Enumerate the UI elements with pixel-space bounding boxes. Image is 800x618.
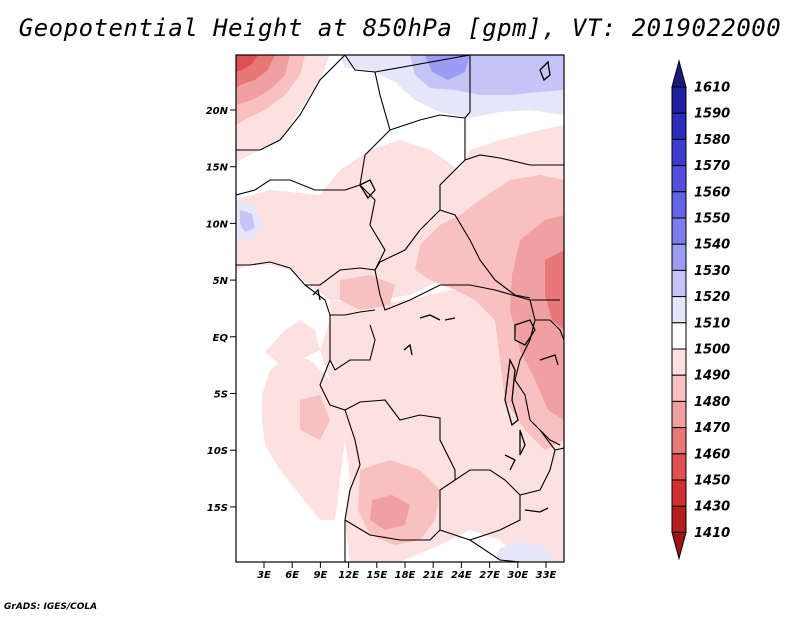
colorbar-bin: [671, 243, 687, 271]
colorbar-label-1430: 1430: [694, 500, 730, 515]
field-light-blue-west: [240, 210, 255, 232]
lon-label-12e: 12E: [338, 570, 359, 581]
colorbar-label-1480: 1480: [694, 395, 730, 410]
lat-label-15s: 15S: [207, 503, 228, 514]
field-light-pink-mid: [340, 275, 395, 310]
colorbar-label-1410: 1410: [694, 526, 730, 541]
colorbar-label-1550: 1550: [694, 212, 730, 227]
field-pale-blue-se: [495, 542, 552, 562]
lat-label-eq: EQ: [213, 333, 229, 344]
lon-label-6e: 6E: [285, 570, 299, 581]
map-panel: [236, 55, 564, 562]
map-frame: [235, 54, 565, 563]
latitude-labels: 20N 15N 10N 5N EQ 5S 10S 15S: [206, 106, 229, 514]
lat-label-10n: 10N: [206, 219, 229, 230]
lat-label-5n: 5N: [213, 276, 229, 287]
colorbar-label-1520: 1520: [694, 290, 730, 305]
colorbar-bin: [671, 479, 687, 507]
colorbar-bin: [671, 112, 687, 140]
field-deep-pink-east: [545, 250, 564, 330]
field-red-nw: [236, 55, 258, 72]
colorbar-bin: [671, 86, 687, 114]
colorbar-label-1610: 1610: [694, 81, 730, 96]
colorbar-bin: [671, 296, 687, 324]
colorbar-bin: [671, 217, 687, 245]
colorbar-bin: [671, 165, 687, 193]
field-pale-pink-coast: [265, 320, 320, 365]
colorbar-label-1580: 1580: [694, 133, 730, 148]
lon-label-21e: 21E: [423, 570, 444, 581]
axis-ticks: [230, 109, 547, 568]
lon-label-27e: 27E: [479, 570, 500, 581]
colorbar-bin: [671, 348, 687, 376]
lat-label-10s: 10S: [207, 446, 228, 457]
colorbar-bin: [671, 138, 687, 167]
colorbar-bin: [671, 374, 687, 402]
field-light-pink-west: [300, 395, 330, 440]
colorbar-bin: [671, 191, 687, 219]
lat-label-20n: 20N: [206, 106, 229, 117]
field-pale-pink-southwest: [262, 355, 345, 520]
lat-label-15n: 15N: [206, 163, 229, 174]
colorbar-label-1540: 1540: [694, 238, 730, 253]
colorbar-label-1470: 1470: [694, 421, 730, 436]
lakes: [312, 60, 559, 513]
colorbar-label-1450: 1450: [694, 474, 730, 489]
country-borders: [236, 55, 564, 562]
lon-label-18e: 18E: [395, 570, 416, 581]
colorbar-label-1570: 1570: [694, 159, 730, 174]
colorbar-top-arrow: [671, 59, 687, 88]
colorbar-label-1490: 1490: [694, 369, 730, 384]
lat-label-5s: 5S: [214, 390, 228, 401]
colorbar-bin: [671, 322, 687, 350]
colorbar-bin: [671, 400, 687, 429]
colorbar-label-1590: 1590: [694, 107, 730, 122]
colorbar-bin: [671, 505, 687, 533]
colorbar-label-1460: 1460: [694, 447, 730, 462]
lon-label-30e: 30E: [507, 570, 528, 581]
colorbar-bottom-arrow: [671, 531, 687, 561]
field-mid-pink-south: [370, 495, 410, 530]
colorbar-label-1530: 1530: [694, 264, 730, 279]
colorbar-bin: [671, 427, 687, 455]
lon-label-9e: 9E: [314, 570, 328, 581]
colorbar-bin: [671, 453, 687, 481]
lon-label-15e: 15E: [366, 570, 387, 581]
colorbar-label-1500: 1500: [694, 343, 730, 358]
longitude-labels: 3E 6E 9E 12E 15E 18E 21E 24E 27E 30E 33E: [257, 570, 556, 581]
colorbar-bin: [671, 269, 687, 298]
plot-title: Geopotential Height at 850hPa [gpm], VT:…: [18, 14, 782, 42]
grads-credit: GrADS: IGES/COLA: [4, 602, 98, 612]
lon-label-33e: 33E: [536, 570, 557, 581]
colorbar-label-1510: 1510: [694, 316, 730, 331]
lon-label-3e: 3E: [257, 570, 271, 581]
colorbar: 1610 1590 1580 1570 1560 1550 1540 1530 1520 1510…: [671, 59, 730, 561]
colorbar-label-1560: 1560: [694, 185, 730, 200]
lon-label-24e: 24E: [451, 570, 472, 581]
